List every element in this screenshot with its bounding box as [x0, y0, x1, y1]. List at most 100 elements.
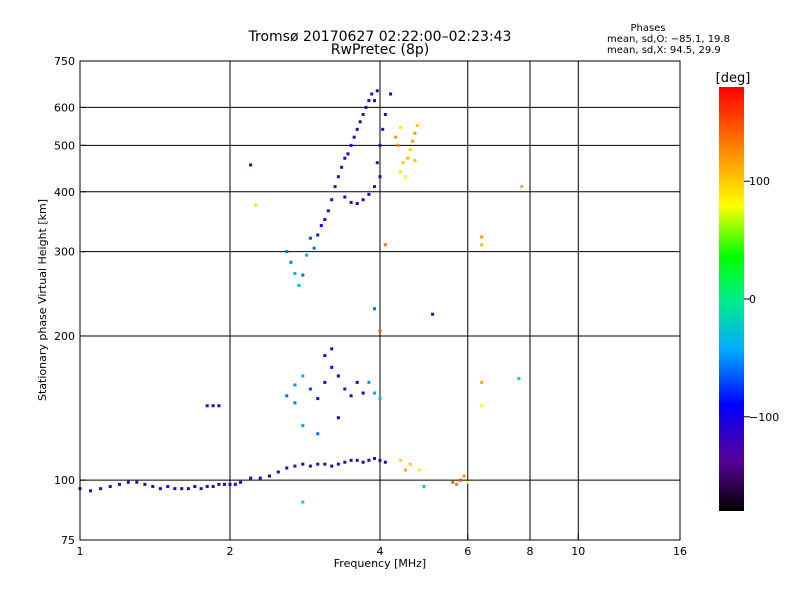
data-point [308, 236, 312, 240]
data-point [389, 92, 393, 96]
data-point [422, 484, 426, 488]
data-point [99, 487, 103, 491]
data-point [458, 478, 462, 482]
data-point [403, 468, 407, 472]
data-point [367, 99, 371, 103]
data-point [373, 99, 377, 103]
data-point [399, 170, 403, 174]
data-point [276, 470, 280, 474]
y-tick-label: 750 [54, 55, 75, 68]
data-point [343, 387, 347, 391]
data-point [301, 424, 305, 428]
chart-title: Tromsø 20170627 02:22:00–02:23:43 [248, 29, 512, 45]
x-tick-label: 6 [464, 545, 471, 558]
data-point [308, 387, 312, 391]
data-point [228, 482, 232, 486]
data-point [413, 158, 417, 162]
data-point [383, 112, 387, 116]
data-point [346, 152, 350, 156]
data-point [394, 135, 398, 139]
colorbar-tick-label: 100 [749, 175, 770, 188]
data-point [205, 484, 209, 488]
y-tick-label: 100 [54, 474, 75, 487]
data-point [349, 200, 353, 204]
colorbar-tick-label: 0 [749, 293, 756, 306]
data-point [217, 404, 221, 408]
data-point [408, 462, 412, 466]
data-point [378, 458, 382, 462]
data-point [297, 283, 301, 287]
data-point [258, 476, 262, 480]
data-point [408, 148, 412, 152]
data-point [381, 127, 385, 131]
data-point [193, 484, 197, 488]
data-point [316, 432, 320, 436]
data-point [480, 235, 484, 239]
data-point [343, 195, 347, 199]
data-point [480, 380, 484, 384]
data-point [289, 260, 293, 264]
data-point [330, 464, 334, 468]
data-point [355, 458, 359, 462]
data-point [361, 198, 365, 202]
data-point [355, 127, 359, 131]
data-point [413, 131, 417, 135]
data-point [375, 89, 379, 93]
data-point [293, 401, 297, 405]
data-point [383, 460, 387, 464]
data-point [323, 218, 327, 222]
series-f1-trace [285, 92, 374, 287]
y-tick-label: 75 [61, 534, 75, 547]
data-point [355, 202, 359, 206]
data-point [466, 480, 470, 484]
data-points [78, 89, 524, 504]
data-point [285, 466, 289, 470]
data-point [223, 482, 227, 486]
data-point [323, 354, 327, 358]
data-point [373, 391, 377, 395]
data-point [520, 185, 524, 189]
data-point [108, 484, 112, 488]
data-point [293, 272, 297, 276]
data-point [417, 468, 421, 472]
colorbar [719, 87, 744, 511]
data-point [326, 209, 330, 213]
data-point [301, 273, 305, 277]
data-point [375, 161, 379, 165]
data-point [173, 487, 177, 491]
data-point [308, 464, 312, 468]
colorbar-label: [deg] [716, 71, 751, 86]
data-point [333, 185, 337, 189]
data-point [399, 125, 403, 129]
data-point [349, 143, 353, 147]
data-point [285, 250, 289, 254]
data-point [378, 397, 382, 401]
data-point [199, 487, 203, 491]
data-point [378, 143, 382, 147]
data-point [126, 480, 130, 484]
x-tick-label: 16 [673, 545, 687, 558]
data-point [340, 165, 344, 169]
phase-stats-o: mean, sd,O: −85.1, 19.8 [607, 34, 730, 45]
series-x-mode-trace [394, 124, 470, 486]
data-point [301, 374, 305, 378]
data-point [367, 458, 371, 462]
data-point [451, 480, 455, 484]
data-point [330, 347, 334, 351]
data-point [301, 462, 305, 466]
data-point [217, 482, 221, 486]
x-tick-label: 4 [377, 545, 384, 558]
data-point [253, 203, 257, 207]
data-point [403, 175, 407, 179]
data-point [249, 476, 253, 480]
data-point [480, 404, 484, 408]
data-point [293, 383, 297, 387]
x-tick-label: 1 [77, 545, 84, 558]
data-point [349, 458, 353, 462]
y-tick-label: 500 [54, 139, 75, 152]
data-point [117, 482, 121, 486]
data-point [383, 243, 387, 247]
phase-stats-x: mean, sd,X: 94.5, 29.9 [607, 45, 721, 56]
data-point [517, 377, 521, 381]
